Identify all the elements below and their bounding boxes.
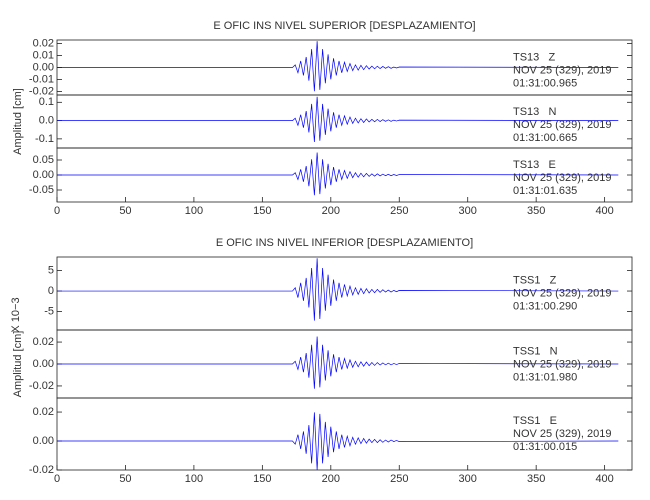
x-tick-label: 150 (253, 205, 271, 217)
time-label: 01:31:01.635 (513, 185, 577, 197)
station-label: TS13 Z (513, 52, 555, 64)
y-tick-label: -0.02 (29, 464, 54, 476)
y-tick-label: -0.05 (29, 184, 54, 196)
time-label: 01:31:00.665 (513, 132, 577, 144)
y-axis-label: Amplitud [cm] (12, 88, 24, 155)
date-label: NOV 25 (329), 2019 (513, 287, 611, 299)
x-tick-label: 50 (119, 473, 131, 485)
y-tick-label: 5 (48, 264, 54, 276)
x-tick-label: 100 (185, 473, 203, 485)
x-tick-label: 0 (54, 205, 60, 217)
station-label: TSS1 N (513, 346, 558, 358)
y-tick-label: 0.0 (39, 114, 54, 126)
y-tick-label: 0 (48, 285, 54, 297)
x-tick-label: 400 (595, 473, 613, 485)
time-label: 01:31:00.015 (513, 441, 577, 453)
date-label: NOV 25 (329), 2019 (513, 119, 611, 131)
station-label: TS13 E (513, 159, 556, 171)
panel-frame (56, 397, 633, 471)
y-tick-label: -5 (44, 305, 54, 317)
x-tick-label: 300 (459, 205, 477, 217)
y-tick-label: -0.01 (29, 73, 54, 85)
x-tick-label: 100 (185, 205, 203, 217)
x-tick-label: 200 (322, 205, 340, 217)
chart-title: E OFIC INS NIVEL SUPERIOR [DESPLAZAMIENT… (213, 20, 475, 32)
trace (57, 41, 619, 92)
date-label: NOV 25 (329), 2019 (513, 65, 611, 77)
x-tick-label: 200 (322, 473, 340, 485)
x-tick-label: 400 (595, 205, 613, 217)
trace (57, 96, 619, 142)
trace (57, 412, 619, 471)
trace (57, 258, 619, 321)
y-multiplier: X 10−3 (10, 297, 22, 332)
time-label: 01:31:01.980 (513, 372, 577, 384)
y-tick-label: 0.00 (33, 358, 54, 370)
y-tick-label: 0.02 (33, 336, 54, 348)
x-tick-label: 300 (459, 473, 477, 485)
x-tick-label: 50 (119, 205, 131, 217)
x-tick-label: 350 (527, 473, 545, 485)
y-tick-label: -0.02 (29, 380, 54, 392)
station-label: TSS1 E (513, 415, 557, 427)
chart-title: E OFIC INS NIVEL INFERIOR [DESPLAZAMIENT… (216, 237, 473, 249)
y-tick-label: 0.00 (33, 169, 54, 181)
station-label: TSS1 Z (513, 274, 557, 286)
trace (57, 152, 619, 196)
y-axis-label: Amplitud [cm] (12, 331, 24, 398)
time-label: 01:31:00.290 (513, 300, 577, 312)
y-tick-label: 0.02 (33, 37, 54, 49)
y-tick-label: 0.1 (39, 96, 54, 108)
date-label: NOV 25 (329), 2019 (513, 359, 611, 371)
station-label: TS13 N (513, 106, 556, 118)
x-tick-label: 250 (390, 473, 408, 485)
y-tick-label: 0.01 (33, 49, 54, 61)
y-tick-label: -0.02 (29, 85, 54, 97)
trace (57, 336, 619, 389)
time-label: 01:31:00.965 (513, 78, 577, 90)
date-label: NOV 25 (329), 2019 (513, 172, 611, 184)
date-label: NOV 25 (329), 2019 (513, 428, 611, 440)
x-tick-label: 350 (527, 205, 545, 217)
x-tick-label: 0 (54, 473, 60, 485)
y-tick-label: 0.05 (33, 154, 54, 166)
y-tick-label: -0.1 (35, 133, 54, 145)
y-tick-label: 0.02 (33, 406, 54, 418)
y-tick-label: 0.00 (33, 61, 54, 73)
x-tick-label: 250 (390, 205, 408, 217)
y-tick-label: 0.00 (33, 435, 54, 447)
x-tick-label: 150 (253, 473, 271, 485)
